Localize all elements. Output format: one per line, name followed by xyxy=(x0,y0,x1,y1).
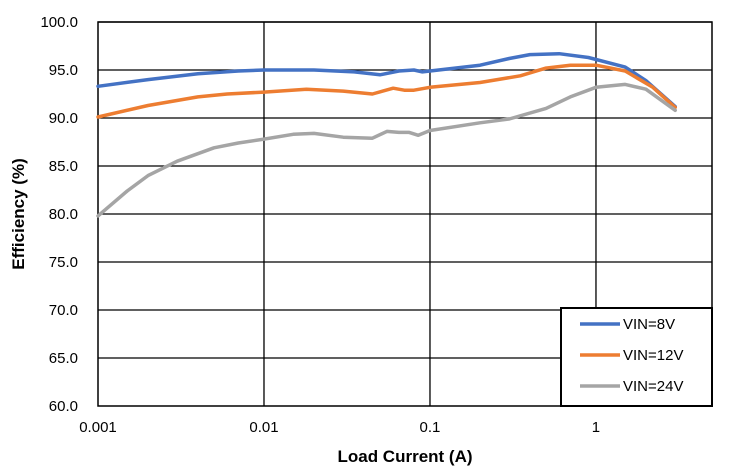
y-tick-label: 60.0 xyxy=(49,398,78,415)
legend: VIN=8V VIN=12V VIN=24V xyxy=(560,307,713,407)
y-axis-title: Efficiency (%) xyxy=(9,158,28,269)
x-tick-label: 0.001 xyxy=(79,419,117,436)
series-line xyxy=(96,82,677,218)
x-tick-label: 0.01 xyxy=(249,419,278,436)
x-tick-label: 1 xyxy=(592,419,600,436)
y-tick-label: 80.0 xyxy=(49,206,78,223)
y-tick-label: 100.0 xyxy=(40,14,78,31)
y-tick-label: 70.0 xyxy=(49,302,78,319)
legend-label: VIN=12V xyxy=(623,347,683,364)
series-line xyxy=(96,51,677,109)
plot-series xyxy=(96,51,677,218)
legend-label: VIN=24V xyxy=(623,378,683,395)
x-axis-title: Load Current (A) xyxy=(337,447,472,466)
x-axis-ticks: 0.001 0.01 0.1 1 xyxy=(79,419,600,436)
y-axis-ticks: 60.0 65.0 70.0 75.0 80.0 85.0 90.0 95.0 100.0 xyxy=(40,14,78,415)
y-tick-label: 85.0 xyxy=(49,158,78,175)
legend-label: VIN=8V xyxy=(623,316,675,333)
y-tick-label: 95.0 xyxy=(49,62,78,79)
y-tick-label: 75.0 xyxy=(49,254,78,271)
x-tick-label: 0.1 xyxy=(420,419,441,436)
y-tick-label: 90.0 xyxy=(49,110,78,127)
series-line xyxy=(96,63,677,119)
y-tick-label: 65.0 xyxy=(49,350,78,367)
